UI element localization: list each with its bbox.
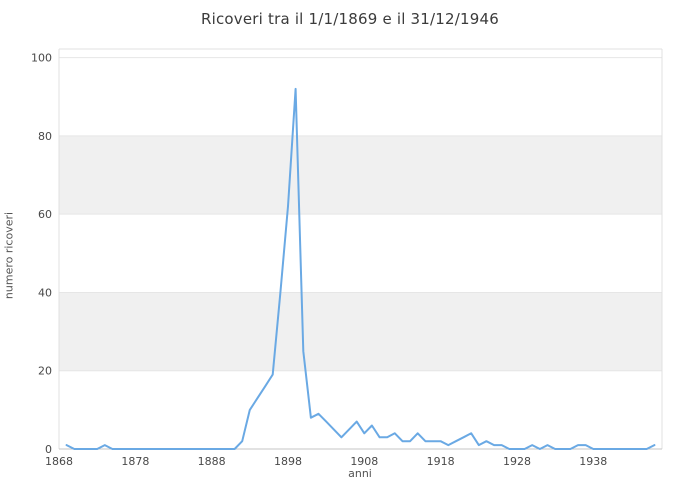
background-band: [59, 292, 662, 371]
x-tick-label: 1898: [274, 455, 302, 468]
x-tick-label: 1938: [579, 455, 607, 468]
y-tick-label: 60: [38, 208, 52, 221]
x-tick-label: 1928: [503, 455, 531, 468]
y-tick-label: 40: [38, 286, 52, 299]
y-tick-label: 20: [38, 365, 52, 378]
x-tick-label: 1868: [45, 455, 73, 468]
x-tick-label: 1888: [198, 455, 226, 468]
x-tick-label: 1908: [350, 455, 378, 468]
background-band: [59, 135, 662, 215]
chart-title: Ricoveri tra il 1/1/1869 e il 31/12/1946: [200, 10, 500, 28]
y-tick-label: 80: [38, 130, 52, 143]
x-tick-label: 1878: [121, 455, 149, 468]
y-tick-label: 100: [31, 52, 52, 65]
y-tick-label: 0: [45, 443, 52, 456]
ricoveri-line-series: [65, 87, 656, 450]
x-tick-label: 1918: [427, 455, 455, 468]
y-axis-title: numero ricoveri: [2, 211, 16, 300]
x-axis-title: anni: [348, 467, 372, 480]
